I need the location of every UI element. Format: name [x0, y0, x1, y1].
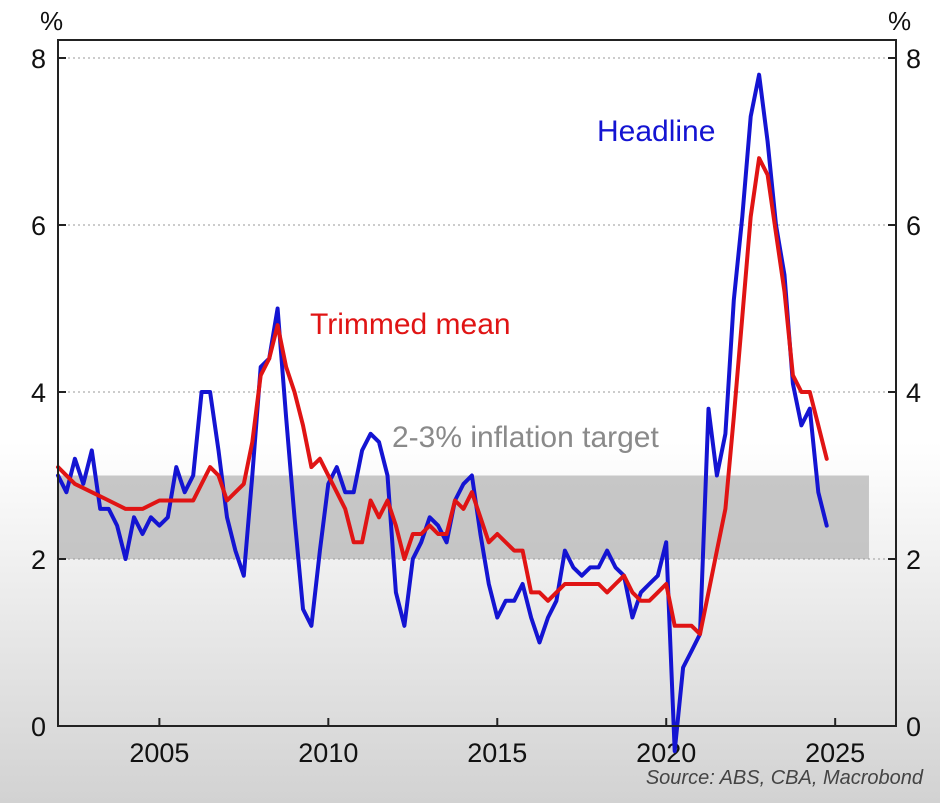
y-tick-label-left: 6	[31, 211, 46, 241]
plot-frame	[57, 39, 897, 727]
target-band-label: 2-3% inflation target	[392, 421, 659, 454]
y-tick-label-left: 8	[31, 44, 46, 74]
x-tick-label: 2010	[298, 738, 358, 768]
y-tick-label-right: 0	[906, 712, 921, 742]
trimmed-mean-series-line	[56, 156, 829, 637]
y-tick-label-right: 4	[906, 378, 921, 408]
y-tick-label-left: 0	[31, 712, 46, 742]
target-band	[58, 475, 869, 559]
y-tick-label-left: 2	[31, 545, 46, 575]
y-tick-label-left: 4	[31, 378, 46, 408]
left-unit-label: %	[40, 6, 63, 36]
y-tick-label-right: 6	[906, 211, 921, 241]
y-tick-labels-left: 0 2 4 6 8	[31, 44, 46, 742]
y-tick-label-right: 2	[906, 545, 921, 575]
tick-marks	[58, 57, 896, 727]
x-tick-label: 2005	[129, 738, 189, 768]
trimmed-mean-series-label: Trimmed mean	[310, 308, 511, 341]
x-tick-labels: 2005 2010 2015 2020 2025	[129, 738, 865, 768]
x-tick-label: 2015	[467, 738, 527, 768]
source-note: Source: ABS, CBA, Macrobond	[646, 767, 924, 789]
y-tick-labels-right: 0 2 4 6 8	[906, 44, 921, 742]
headline-series-label: Headline	[597, 115, 715, 148]
x-tick-label: 2025	[805, 738, 865, 768]
y-tick-label-right: 8	[906, 44, 921, 74]
headline-series-line	[56, 72, 829, 753]
right-unit-label: %	[888, 6, 911, 36]
x-tick-label: 2020	[636, 738, 696, 768]
